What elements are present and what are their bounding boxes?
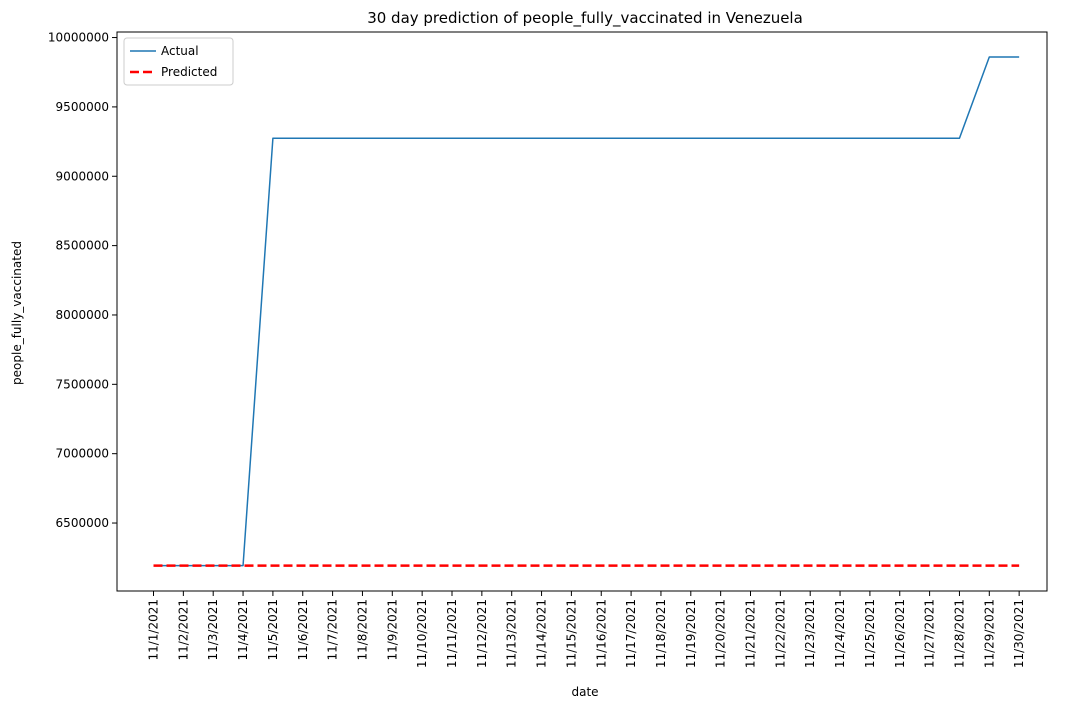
x-tick-label: 11/3/2021 [206,599,220,661]
x-tick-label: 11/25/2021 [863,599,877,668]
legend-label-actual: Actual [161,44,199,58]
x-tick-label: 11/18/2021 [654,599,668,668]
x-tick-label: 11/12/2021 [475,599,489,668]
x-tick-label: 11/4/2021 [236,599,250,661]
legend-label-predicted: Predicted [161,65,217,79]
x-tick-label: 11/28/2021 [952,599,966,668]
x-tick-label: 11/8/2021 [355,599,369,661]
chart-title: 30 day prediction of people_fully_vaccin… [367,9,803,28]
x-tick-label: 11/17/2021 [624,599,638,668]
x-axis-label: date [571,685,598,699]
y-tick-label: 7000000 [56,447,109,461]
x-tick-label: 11/23/2021 [803,599,817,668]
y-tick-label: 6500000 [56,516,109,530]
x-tick-label: 11/27/2021 [923,599,937,668]
x-tick-label: 11/15/2021 [564,599,578,668]
x-axis-ticks: 11/1/2021 11/2/2021 11/3/2021 11/4/2021 11/5… [147,591,1026,668]
x-tick-label: 11/10/2021 [415,599,429,668]
x-tick-label: 11/13/2021 [505,599,519,668]
y-tick-label: 8000000 [56,308,109,322]
plot-area [116,31,1048,592]
x-tick-label: 11/6/2021 [296,599,310,661]
y-tick-label: 8500000 [56,239,109,253]
series-layer [153,56,1020,567]
x-tick-label: 11/9/2021 [385,599,399,661]
x-tick-label: 11/24/2021 [833,599,847,668]
y-axis-label: people_fully_vaccinated [10,241,24,385]
x-tick-label: 11/2/2021 [176,599,190,661]
x-tick-label: 11/5/2021 [266,599,280,661]
x-tick-label: 11/20/2021 [714,599,728,668]
x-tick-label: 11/22/2021 [773,599,787,668]
x-tick-label: 11/30/2021 [1012,599,1026,668]
x-tick-label: 11/19/2021 [684,599,698,668]
x-tick-label: 11/1/2021 [147,599,161,661]
x-tick-label: 11/7/2021 [326,599,340,661]
x-tick-label: 11/16/2021 [594,599,608,668]
plot-frame [116,31,1048,592]
x-tick-label: 11/21/2021 [744,599,758,668]
x-tick-label: 11/26/2021 [893,599,907,668]
legend: Actual Predicted [123,37,234,86]
y-tick-label: 9000000 [56,169,109,183]
x-tick-label: 11/14/2021 [535,599,549,668]
x-tick-label: 11/11/2021 [445,599,459,668]
y-tick-label: 7500000 [56,377,109,391]
series-line-actual [153,56,1020,567]
y-tick-label: 10000000 [48,31,109,45]
y-tick-label: 9500000 [56,100,109,114]
x-tick-label: 11/29/2021 [982,599,996,668]
y-axis-ticks: 6500000 7000000 7500000 8000000 8500000 90000… [48,31,117,530]
